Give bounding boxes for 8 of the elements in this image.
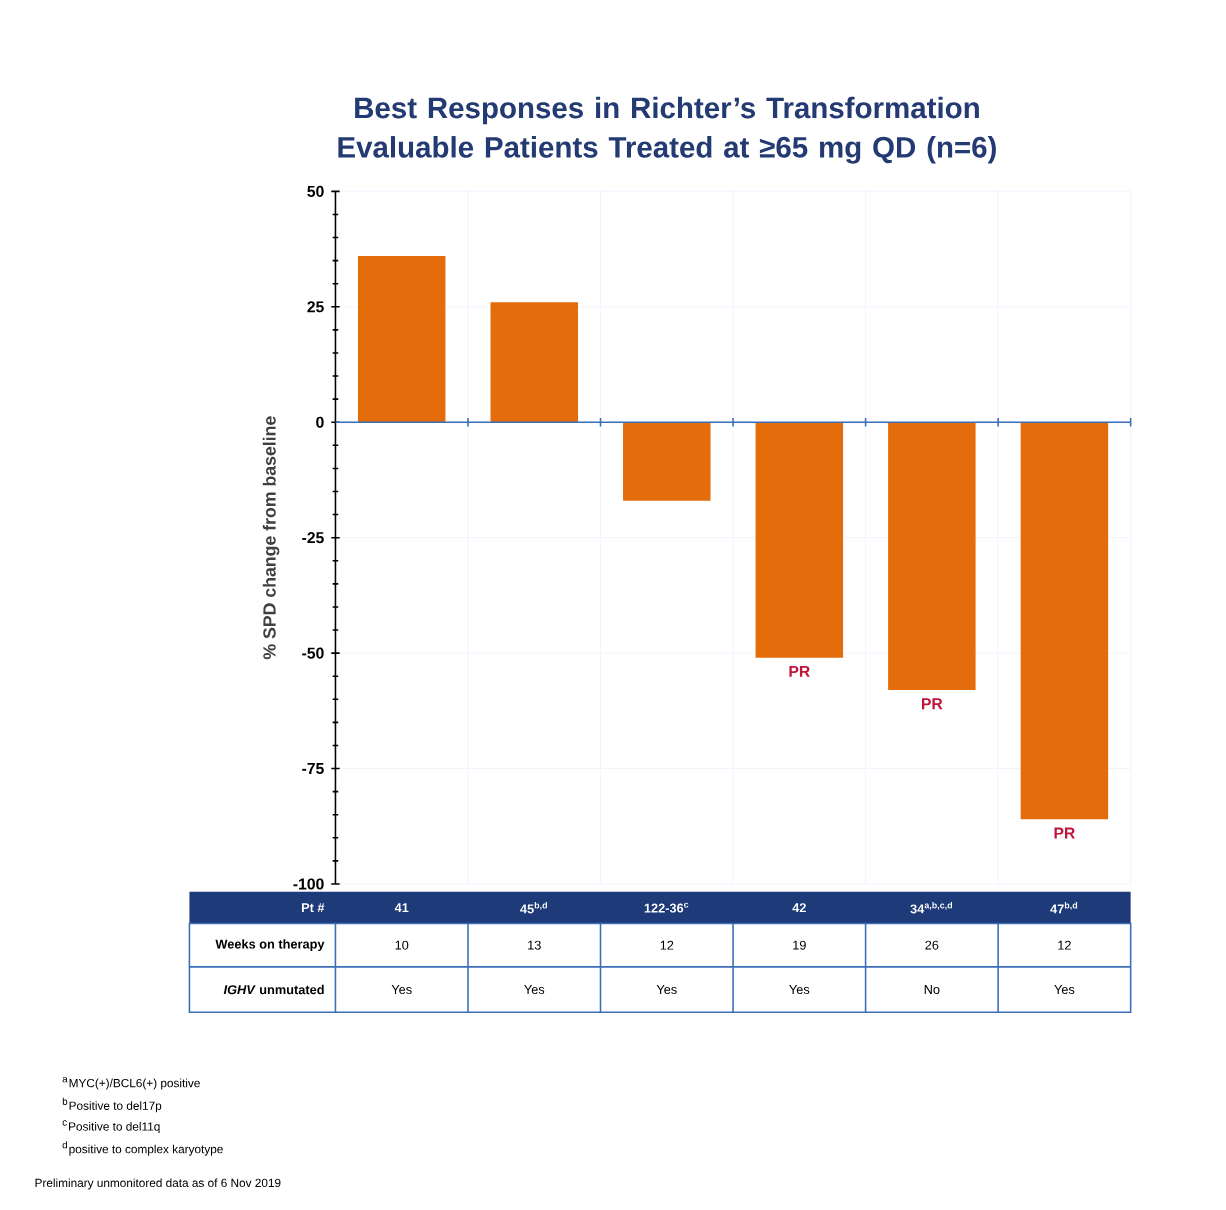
chart-title: Best Responses in Richter’s Transformation Evaluable Patients Treated at ≥65 mg QD (n=6) (338, 96, 996, 164)
y-axis-title: % SPD change from baseline (262, 416, 280, 660)
bar (888, 422, 976, 691)
bar (623, 422, 711, 501)
bar (1020, 422, 1109, 820)
bar (357, 256, 446, 423)
bar (755, 422, 844, 658)
bar (490, 302, 578, 423)
